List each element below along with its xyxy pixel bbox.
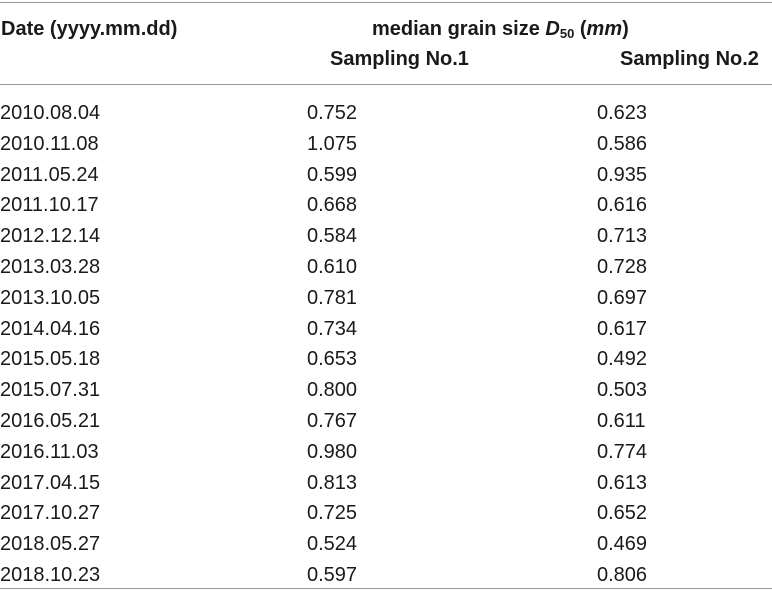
cell-date: 2011.05.24 — [0, 163, 99, 186]
table-body: 2010.08.04 0.752 0.623 2010.11.08 1.075 0.586… — [0, 98, 772, 591]
header-unit: mm — [586, 18, 623, 40]
cell-date: 2010.08.04 — [0, 102, 101, 124]
table-row: 2012.12.14 0.584 0.713 — [0, 221, 772, 252]
cell-sampling-1: 0.599 — [307, 163, 358, 186]
cell-sampling-2: 0.617 — [597, 317, 648, 340]
cell-date: 2011.10.17 — [0, 194, 99, 217]
table-top-rule — [0, 2, 772, 3]
cell-date: 2016.05.21 — [0, 409, 101, 432]
table-row: 2017.10.27 0.725 0.652 — [0, 498, 772, 529]
cell-sampling-1: 0.767 — [307, 409, 358, 432]
table-row: 2013.03.28 0.610 0.728 — [0, 252, 772, 283]
cell-sampling-1: 1.075 — [307, 132, 358, 155]
cell-date: 2016.11.03 — [0, 440, 99, 463]
cell-sampling-2: 0.503 — [597, 379, 648, 402]
table-row: 2011.05.24 0.599 0.935 — [0, 160, 772, 191]
cell-sampling-2: 0.613 — [597, 471, 648, 494]
header-date: Date (yyyy.mm.dd) — [1, 18, 178, 40]
cell-sampling-2: 0.774 — [597, 440, 648, 463]
header-unit-close: ) — [622, 18, 629, 40]
cell-date: 2017.04.15 — [0, 471, 101, 494]
cell-sampling-2: 0.935 — [597, 163, 648, 186]
cell-date: 2018.10.23 — [0, 563, 101, 586]
cell-date: 2017.10.27 — [0, 502, 101, 525]
table-row: 2017.04.15 0.813 0.613 — [0, 468, 772, 499]
table-row: 2018.05.27 0.524 0.469 — [0, 529, 772, 560]
header-group-subscript: 50 — [559, 26, 575, 41]
cell-sampling-1: 0.597 — [307, 563, 358, 586]
cell-date: 2018.05.27 — [0, 533, 101, 556]
cell-sampling-2: 0.806 — [597, 563, 648, 586]
header-median-grain-size: median grain size D50 (mm) — [372, 17, 629, 41]
cell-date: 2015.05.18 — [0, 348, 101, 371]
cell-sampling-1: 0.752 — [307, 102, 358, 124]
cell-sampling-2: 0.713 — [597, 225, 648, 248]
table-row: 2014.04.16 0.734 0.617 — [0, 314, 772, 345]
cell-sampling-1: 0.980 — [307, 440, 358, 463]
cell-sampling-2: 0.652 — [597, 502, 648, 525]
table-row: 2010.11.08 1.075 0.586 — [0, 129, 772, 160]
cell-sampling-1: 0.610 — [307, 255, 358, 278]
table-row: 2010.08.04 0.752 0.623 — [0, 98, 772, 129]
header-unit-open: ( — [574, 18, 587, 40]
cell-sampling-2: 0.616 — [597, 194, 648, 217]
cell-sampling-2: 0.469 — [597, 533, 648, 556]
cell-sampling-1: 0.781 — [307, 286, 358, 309]
cell-sampling-2: 0.586 — [597, 132, 648, 155]
header-group-label: median grain size — [372, 18, 546, 40]
cell-date: 2015.07.31 — [0, 379, 101, 402]
cell-sampling-1: 0.668 — [307, 194, 358, 217]
cell-sampling-1: 0.800 — [307, 379, 358, 402]
cell-date: 2013.03.28 — [0, 255, 101, 278]
table-row: 2016.11.03 0.980 0.774 — [0, 437, 772, 468]
cell-sampling-1: 0.524 — [307, 533, 358, 556]
cell-sampling-1: 0.653 — [307, 348, 358, 371]
header-sampling-1: Sampling No.1 — [330, 48, 469, 70]
table-row: 2013.10.05 0.781 0.697 — [0, 283, 772, 314]
header-sampling-2: Sampling No.2 — [620, 48, 759, 70]
cell-date: 2014.04.16 — [0, 317, 101, 340]
cell-sampling-2: 0.611 — [597, 409, 646, 432]
cell-sampling-1: 0.813 — [307, 471, 358, 494]
cell-date: 2010.11.08 — [0, 132, 99, 155]
cell-date: 2013.10.05 — [0, 286, 101, 309]
table-row: 2015.05.18 0.653 0.492 — [0, 344, 772, 375]
cell-sampling-2: 0.623 — [597, 102, 648, 124]
cell-sampling-2: 0.728 — [597, 255, 648, 278]
cell-date: 2012.12.14 — [0, 225, 101, 248]
table-row: 2015.07.31 0.800 0.503 — [0, 375, 772, 406]
header-rule — [0, 84, 772, 85]
table-row: 2016.05.21 0.767 0.611 — [0, 406, 772, 437]
cell-sampling-2: 0.492 — [597, 348, 648, 371]
cell-sampling-1: 0.584 — [307, 225, 358, 248]
cell-sampling-1: 0.725 — [307, 502, 358, 525]
table-row: 2018.10.23 0.597 0.806 — [0, 560, 772, 591]
cell-sampling-1: 0.734 — [307, 317, 358, 340]
header-group-symbol: D — [545, 18, 560, 40]
cell-sampling-2: 0.697 — [597, 286, 648, 309]
table-bottom-rule — [0, 588, 772, 589]
table-row: 2011.10.17 0.668 0.616 — [0, 190, 772, 221]
